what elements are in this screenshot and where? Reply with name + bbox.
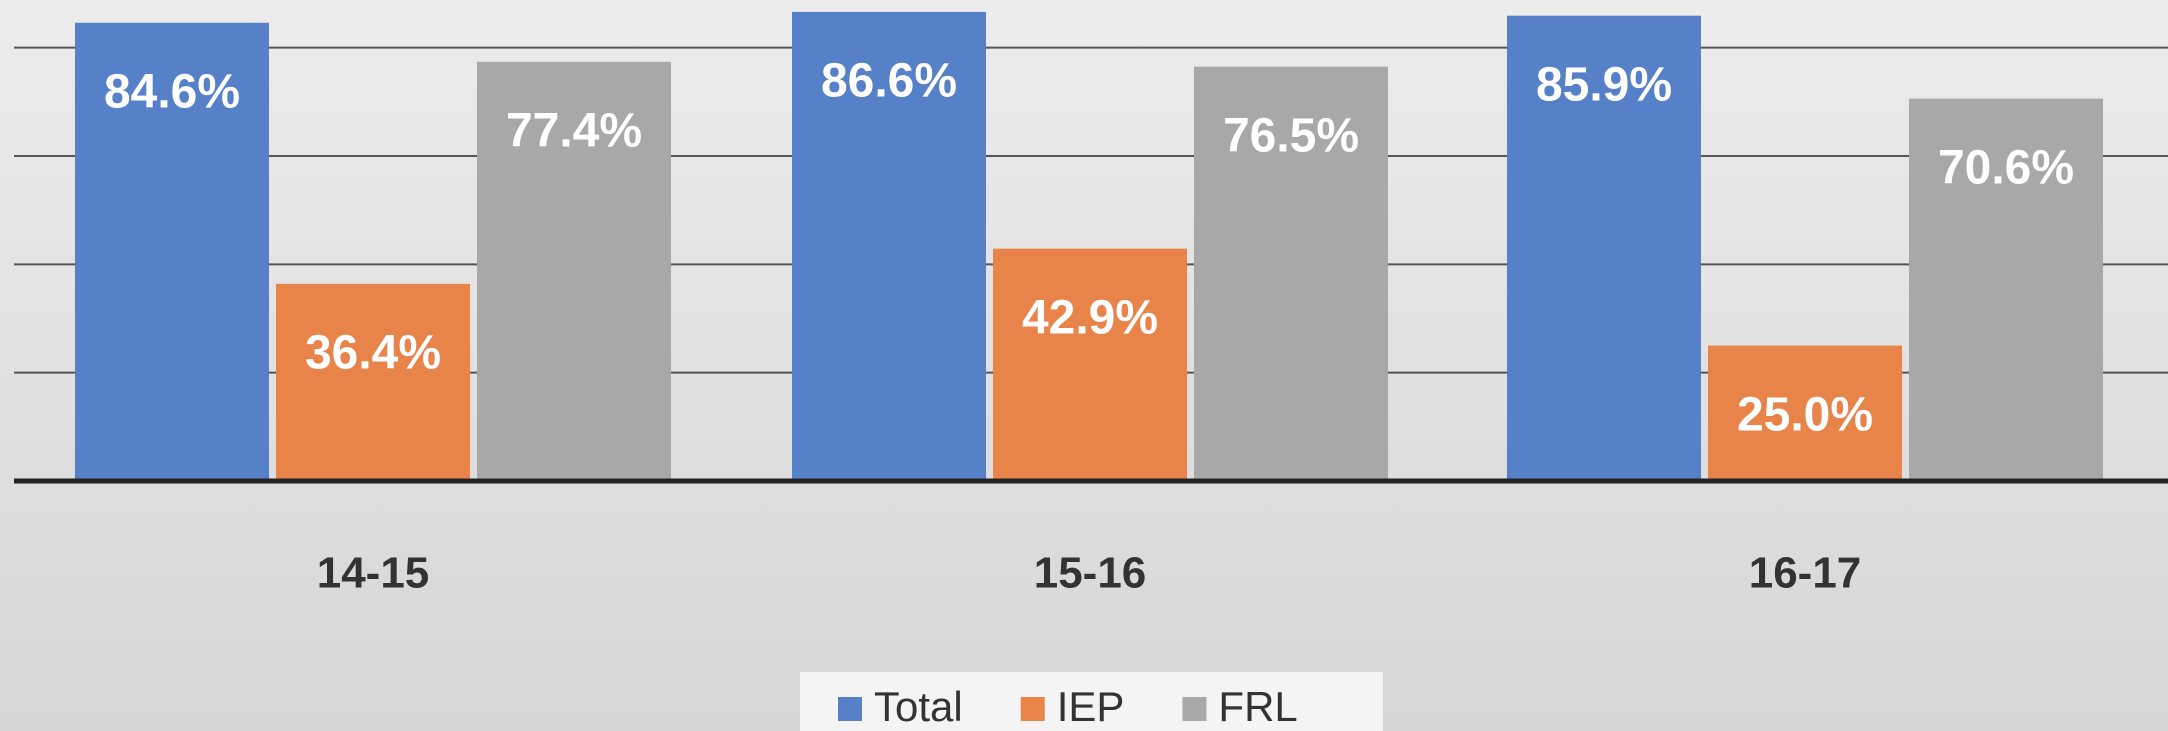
value-label: 85.9%	[1536, 58, 1672, 111]
value-label: 76.5%	[1223, 109, 1359, 162]
x-tick-label: 15-16	[1034, 549, 1147, 598]
bar	[75, 22, 269, 481]
legend-swatch	[1020, 697, 1045, 721]
bar	[1708, 345, 1902, 481]
legend-label: FRL	[1218, 683, 1297, 730]
value-label: 70.6%	[1938, 141, 2074, 194]
legend-label: IEP	[1057, 683, 1125, 730]
legend-box	[800, 672, 1383, 731]
bar	[276, 283, 470, 481]
bar	[1194, 66, 1388, 481]
value-label: 86.6%	[821, 55, 957, 108]
bar	[1507, 15, 1701, 481]
legend-swatch	[838, 697, 862, 721]
value-label: 42.9%	[1022, 291, 1158, 344]
bar	[993, 248, 1187, 481]
bar	[477, 61, 671, 481]
bar	[792, 11, 986, 482]
legend-label: Total	[874, 683, 963, 730]
legend-swatch	[1182, 697, 1207, 721]
value-label: 84.6%	[104, 65, 240, 118]
x-tick-label: 14-15	[317, 549, 430, 598]
value-label: 36.4%	[305, 327, 441, 380]
bar	[1909, 98, 2103, 481]
value-label: 25.0%	[1737, 388, 1873, 441]
value-label: 77.4%	[506, 104, 642, 157]
x-tick-label: 16-17	[1749, 549, 1862, 598]
